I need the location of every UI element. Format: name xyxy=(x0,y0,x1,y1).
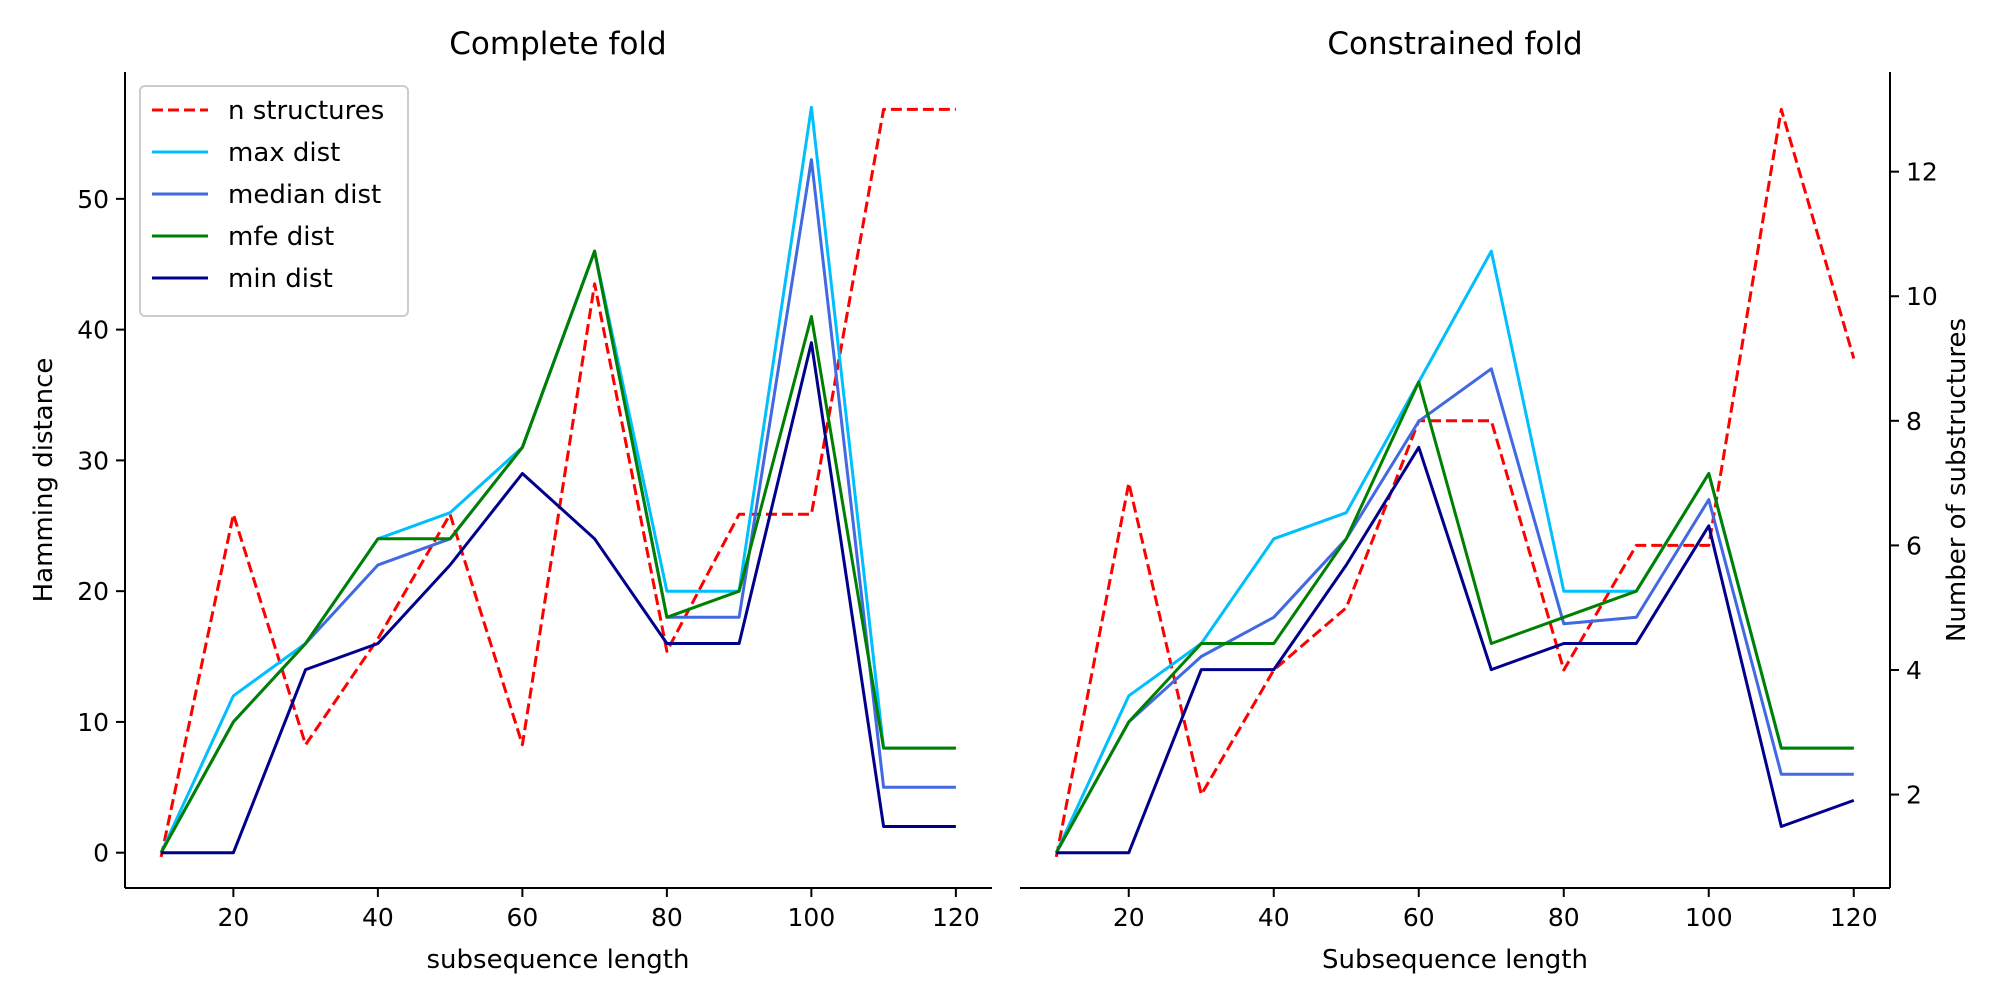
legend-label: min dist xyxy=(228,264,333,294)
x-axis-label: subsequence length xyxy=(427,945,690,975)
x-tick-label: 40 xyxy=(1258,903,1290,932)
right-y-tick-label: 6 xyxy=(1906,531,1922,560)
series-line-n-structures xyxy=(1054,107,1856,858)
legend: n structures max dist median dist mfe dist m… xyxy=(139,85,409,317)
x-tick-label: 20 xyxy=(1113,903,1145,932)
plot-lines xyxy=(159,105,956,858)
x-tick-label: 20 xyxy=(217,903,249,932)
axes-frame xyxy=(124,72,992,889)
y-tick-label: 50 xyxy=(77,185,109,214)
right-y-tick-label: 4 xyxy=(1906,656,1922,685)
legend-label: max dist xyxy=(228,138,340,168)
x-tick-label: 80 xyxy=(1548,903,1580,932)
chart-title: Complete fold xyxy=(449,26,666,62)
series-line-mfe-dist xyxy=(1054,380,1854,854)
x-tick-label: 60 xyxy=(1403,903,1435,932)
axis-ticks: 20 40 60 80 100 120 0 10 20 30 40 50 xyxy=(77,185,980,932)
x-tick-label: 60 xyxy=(506,903,538,932)
legend-label: mfe dist xyxy=(228,222,334,252)
right-y-tick-label: 10 xyxy=(1906,282,1938,311)
legend-label: n structures xyxy=(228,96,384,126)
y-tick-label: 0 xyxy=(93,839,109,868)
legend-label: median dist xyxy=(228,180,381,210)
chart-constrained-fold: Constrained fold Subsequence length Numb… xyxy=(1020,26,1972,975)
chart-title: Constrained fold xyxy=(1327,26,1582,62)
right-y-axis-label: Number of substructures xyxy=(1942,318,1972,642)
legend-box xyxy=(139,85,409,317)
plot-lines xyxy=(1054,107,1856,858)
right-y-tick-label: 12 xyxy=(1906,158,1938,187)
y-tick-label: 20 xyxy=(77,577,109,606)
chart-complete-fold: Complete fold subsequence length Hamming… xyxy=(29,26,992,975)
right-y-tick-label: 2 xyxy=(1906,781,1922,810)
y-axis-label: Hamming distance xyxy=(29,358,59,603)
series-line-mfe-dist xyxy=(159,249,956,854)
series-line-median-dist xyxy=(1054,367,1854,854)
right-y-tick-label: 8 xyxy=(1906,407,1922,436)
x-tick-label: 40 xyxy=(362,903,394,932)
axis-ticks: 20 40 60 80 100 120 2 4 6 8 10 12 xyxy=(1113,158,1938,932)
x-tick-label: 120 xyxy=(1830,903,1878,932)
series-line-min-dist xyxy=(161,341,956,855)
y-tick-label: 30 xyxy=(77,446,109,475)
y-tick-label: 10 xyxy=(77,708,109,737)
series-line-max-dist xyxy=(1054,249,1854,854)
x-axis-label: Subsequence length xyxy=(1322,945,1588,975)
x-tick-label: 80 xyxy=(651,903,683,932)
y-tick-label: 40 xyxy=(77,316,109,345)
x-tick-label: 120 xyxy=(932,903,980,932)
series-line-n-structures xyxy=(159,107,956,858)
axes-frame xyxy=(1020,72,1891,889)
series-line-min-dist xyxy=(1056,445,1855,855)
x-tick-label: 100 xyxy=(788,903,836,932)
x-tick-label: 100 xyxy=(1685,903,1733,932)
